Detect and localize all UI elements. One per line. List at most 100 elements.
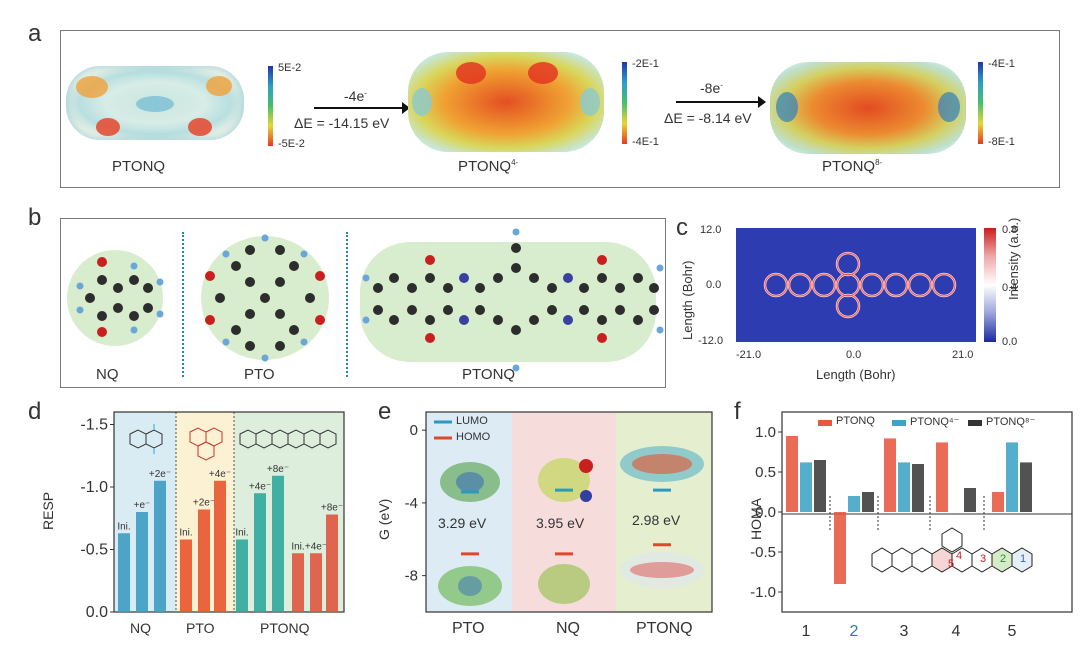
f-bar [848, 496, 860, 512]
d-bar-label: +8e⁻ [267, 464, 289, 475]
arrow-2-head [758, 96, 766, 108]
arrow-2-label: -8e- [700, 80, 723, 96]
d-bar-label: +2e⁻ [193, 498, 215, 509]
d-bar-label: Ini. [235, 528, 248, 539]
nq-homo-orbital [538, 564, 590, 604]
e-ytick-label: -4 [405, 495, 418, 512]
label-b-ptonq: PTONQ [462, 366, 516, 383]
nq-mini-structure [129, 424, 163, 454]
f-ytick-label: 0.0 [755, 504, 776, 521]
f-bar [964, 488, 976, 512]
d-bar [214, 480, 226, 612]
d-bar-label: Ini. [179, 528, 192, 539]
d-bar [198, 509, 210, 612]
colorbar-a1-top: 5E-2 [278, 62, 302, 74]
e-legend-lumo: LUMO [456, 415, 488, 427]
e-gap-pto: 3.29 eV [438, 515, 487, 531]
homa-chart: 1.00.50.0-0.5-1.01 2 3 4 5 [750, 411, 1073, 640]
colorbar-c-tick-bottom: 0.0 [1002, 336, 1018, 348]
e-gap-nq: 3.95 eV [536, 515, 585, 531]
density-map [736, 228, 976, 342]
colorbar-a2-bottom: -4E-1 [632, 136, 659, 148]
e-group-nq: NQ [556, 620, 580, 637]
label-b-nq: NQ [96, 366, 119, 383]
f-bar [814, 460, 826, 512]
d-group-nq: NQ [130, 620, 151, 636]
f-bars [786, 436, 1032, 584]
d-ylabel: RESP [40, 491, 56, 530]
panel-f-letter: f [734, 398, 741, 425]
c-xtick-left: -21.0 [736, 349, 762, 361]
colorbar-a3-bottom: -8E-1 [988, 136, 1015, 148]
f-ring-label-2: 2 [1000, 553, 1007, 565]
colorbar-a1-bottom: -5E-2 [278, 138, 305, 150]
c-xlabel: Length (Bohr) [816, 367, 896, 382]
f-legend-ptonq: PTONQ [836, 415, 875, 427]
energy-diagram: 0 -4 -8 [405, 411, 713, 613]
colorbar-a1 [268, 66, 273, 146]
f-xtick-label: 2 [850, 623, 859, 640]
f-bar [1020, 462, 1032, 512]
f-bar [884, 438, 896, 512]
c-ytick-mid: 0.0 [706, 279, 722, 291]
f-bar [898, 462, 910, 512]
d-bar [154, 480, 166, 612]
f-bar [936, 442, 948, 512]
d-bar [180, 539, 192, 612]
arrow-2-energy: ΔE = -8.14 eV [664, 110, 752, 126]
d-bar [272, 475, 284, 612]
label-ptonq4: PTONQ4- [458, 158, 519, 175]
e-axis-ticks: 0 -4 -8 [405, 422, 426, 585]
f-bar [862, 492, 874, 512]
d-bar-label: Ini. [291, 541, 304, 552]
colorbar-c [984, 228, 996, 342]
pto-homo-orbital [438, 566, 502, 606]
d-group-ptonq: PTONQ [260, 620, 310, 636]
colorbar-a2 [622, 62, 627, 144]
d-axis-ticks: -1.5 -1.0 -0.5 0.0 [80, 417, 114, 621]
colorbar-c-tick-mid: 0.4 [1002, 282, 1018, 294]
panel-d-letter: d [28, 398, 42, 425]
d-ytick-label: -1.0 [80, 479, 108, 496]
label-ptonq8: PTONQ8- [822, 158, 883, 175]
d-bar [136, 512, 148, 612]
f-bar [834, 512, 846, 584]
f-legend-ptonq4: PTONQ⁴⁻ [910, 416, 960, 428]
esp-map-ptonq8 [770, 62, 966, 154]
esp-map-ptonq4 [408, 52, 604, 152]
colorbar-c-tick-top: 0.8 [1002, 224, 1018, 236]
ptonq-lumo-orbital [620, 446, 704, 482]
orbital-structures-b [67, 228, 664, 372]
arrow-1-label: -4e- [344, 88, 367, 104]
pto-lumo-orbital [440, 462, 500, 502]
d-bar-label: +4e⁻ [305, 541, 327, 552]
resp-chart: -1.5-1.0-0.50.0 Ini.+e⁻+2e⁻Ini.+2e⁻+4e⁻I… [80, 411, 345, 621]
d-ytick-label: -1.5 [80, 417, 108, 434]
ptonq-homo-orbital [620, 552, 704, 588]
label-ptonq: PTONQ [112, 158, 166, 175]
nq-lumo-orbital [538, 458, 593, 502]
f-bar [992, 492, 1004, 512]
density-rings [763, 251, 957, 319]
panel-c-letter: c [676, 214, 688, 241]
c-ytick-top: 12.0 [700, 224, 722, 236]
d-group-pto: PTO [186, 620, 215, 636]
f-xtick-label: 3 [900, 623, 909, 640]
esp-map-ptonq [66, 66, 244, 140]
f-ring-label-1: 1 [1020, 553, 1027, 565]
f-bar [800, 462, 812, 512]
divider-b1 [182, 232, 184, 377]
f-ring-label-4: 4 [956, 550, 963, 562]
panel-a-letter: a [28, 20, 42, 47]
c-ylabel: Length (Bohr) [680, 260, 695, 341]
c-ytick-bottom: -12.0 [698, 335, 724, 347]
ptonq-ring-structure [871, 527, 1033, 573]
e-ytick-label: -8 [405, 568, 418, 585]
f-bar [912, 464, 924, 512]
f-ytick-label: 0.5 [755, 464, 776, 481]
ptonq-structure [360, 228, 664, 372]
f-bar [786, 436, 798, 512]
d-bar [118, 533, 130, 612]
panel-b-letter: b [28, 204, 42, 231]
d-bar-label: Ini. [117, 521, 130, 532]
